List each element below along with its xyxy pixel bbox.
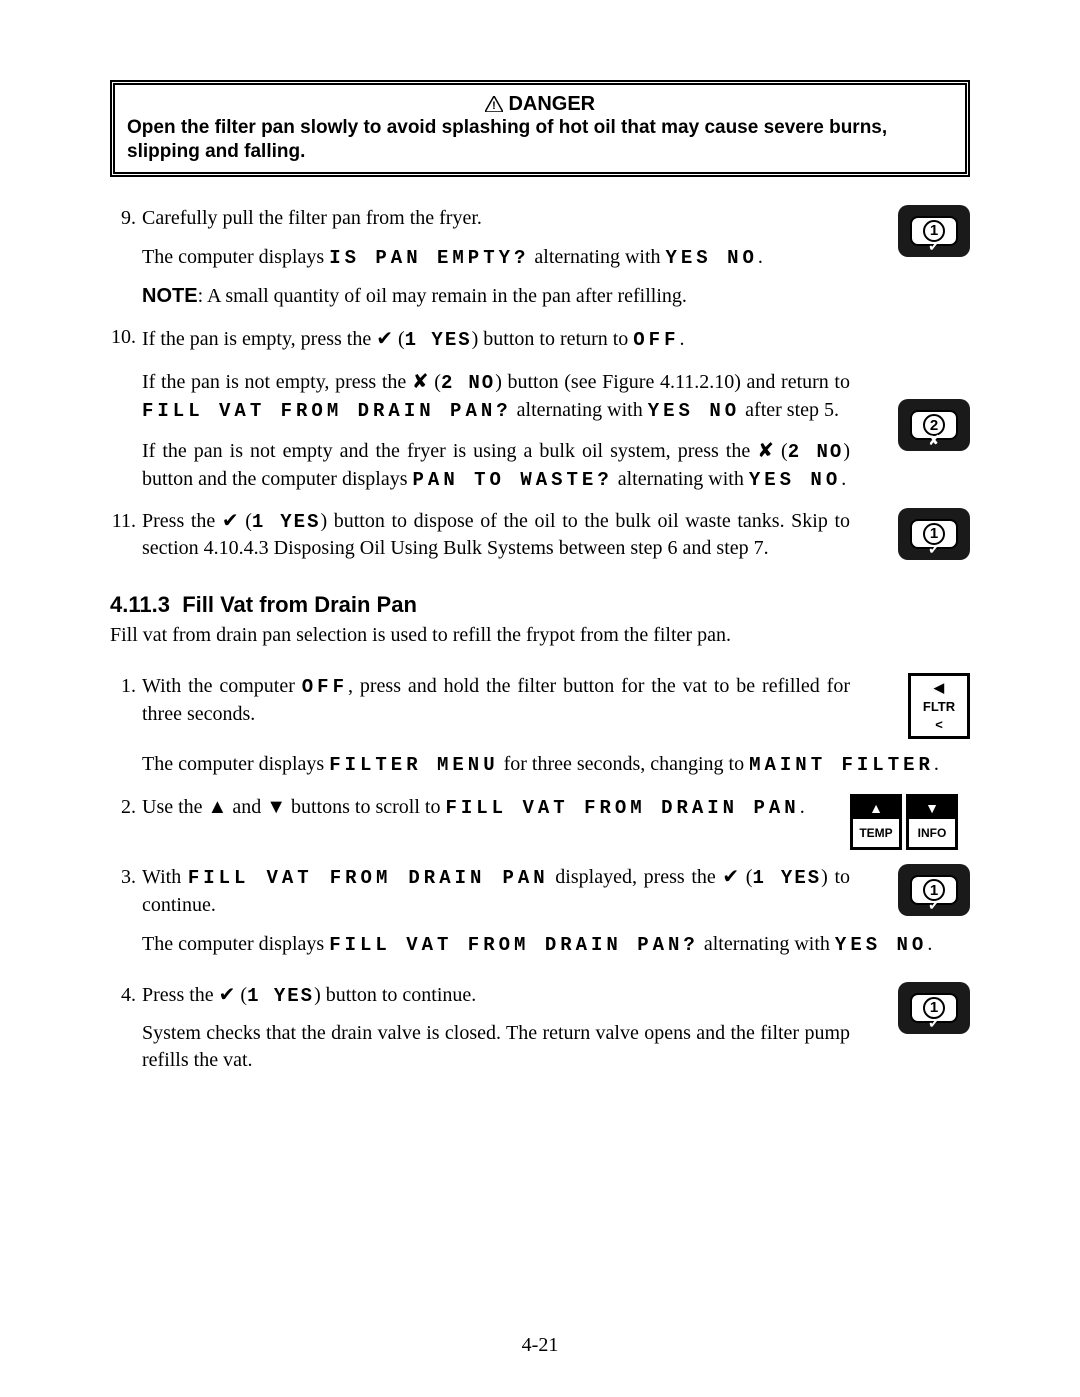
svg-text:!: ! bbox=[492, 100, 496, 112]
step-number: 1. bbox=[110, 673, 142, 728]
step-after-text: System checks that the drain valve is cl… bbox=[110, 1020, 850, 1074]
step-number: 4. bbox=[110, 982, 142, 1010]
up-arrow-icon: ▲ bbox=[853, 797, 899, 819]
button-1-yes: 1 ✔ bbox=[898, 982, 970, 1034]
step-text: With the computer OFF, press and hold th… bbox=[142, 673, 850, 728]
check-icon: ✔ bbox=[928, 544, 940, 558]
lcd-text: IS PAN EMPTY? bbox=[329, 247, 529, 269]
step-text: Press the ✔ (1 YES) button to dispose of… bbox=[142, 508, 850, 563]
button-1-yes: 1 ✔ bbox=[898, 508, 970, 560]
danger-body: Open the filter pan slowly to avoid spla… bbox=[127, 116, 953, 164]
step-text: Carefully pull the filter pan from the f… bbox=[142, 205, 850, 232]
button-1-yes: 1 ✔ bbox=[898, 864, 970, 916]
cross-icon: ✘ bbox=[928, 435, 940, 449]
danger-box: ! DANGER Open the filter pan slowly to a… bbox=[110, 80, 970, 177]
left-arrow-icon: ◀ bbox=[934, 680, 944, 696]
danger-header: ! DANGER bbox=[127, 93, 953, 116]
lt-icon: < bbox=[935, 717, 943, 732]
step-text: If the pan is empty, press the ✔ (1 YES)… bbox=[142, 326, 970, 351]
page-number: 4-21 bbox=[0, 1334, 1080, 1357]
step-text: Use the ▲ and ▼ buttons to scroll to FIL… bbox=[142, 794, 820, 822]
display-line: The computer displays IS PAN EMPTY? alte… bbox=[110, 244, 850, 272]
step-number: 9. bbox=[110, 205, 142, 232]
button-fltr: ◀ FLTR < bbox=[908, 673, 970, 739]
step-number: 10. bbox=[110, 326, 142, 351]
button-temp-info: ▲TEMP ▼INFO bbox=[850, 794, 970, 850]
check-icon: ✔ bbox=[928, 1018, 940, 1032]
lcd-text: YES NO bbox=[666, 247, 758, 269]
down-arrow-icon: ▼ bbox=[909, 797, 955, 819]
display-line: The computer displays FILTER MENU for th… bbox=[110, 753, 970, 776]
check-icon: ✔ bbox=[928, 241, 940, 255]
display-line: The computer displays FILL VAT FROM DRAI… bbox=[110, 933, 970, 956]
danger-label: DANGER bbox=[508, 93, 595, 115]
check-icon: ✔ bbox=[928, 900, 940, 914]
button-2-no: 2 ✘ bbox=[898, 399, 970, 451]
step-number: 11. bbox=[110, 508, 142, 563]
step-number: 2. bbox=[110, 794, 142, 822]
step-subtext: If the pan is not empty, press the ✘ (2 … bbox=[110, 369, 850, 494]
section-intro: Fill vat from drain pan selection is use… bbox=[110, 624, 970, 647]
note-line: NOTE: A small quantity of oil may remain… bbox=[110, 285, 970, 308]
step-text: Press the ✔ (1 YES) button to continue. bbox=[142, 982, 850, 1010]
button-1-yes: 1 ✔ bbox=[898, 205, 970, 257]
section-heading: 4.11.3 Fill Vat from Drain Pan bbox=[110, 592, 970, 618]
step-number: 3. bbox=[110, 864, 142, 919]
warning-icon: ! bbox=[485, 96, 503, 112]
step-text: With FILL VAT FROM DRAIN PAN displayed, … bbox=[142, 864, 850, 919]
